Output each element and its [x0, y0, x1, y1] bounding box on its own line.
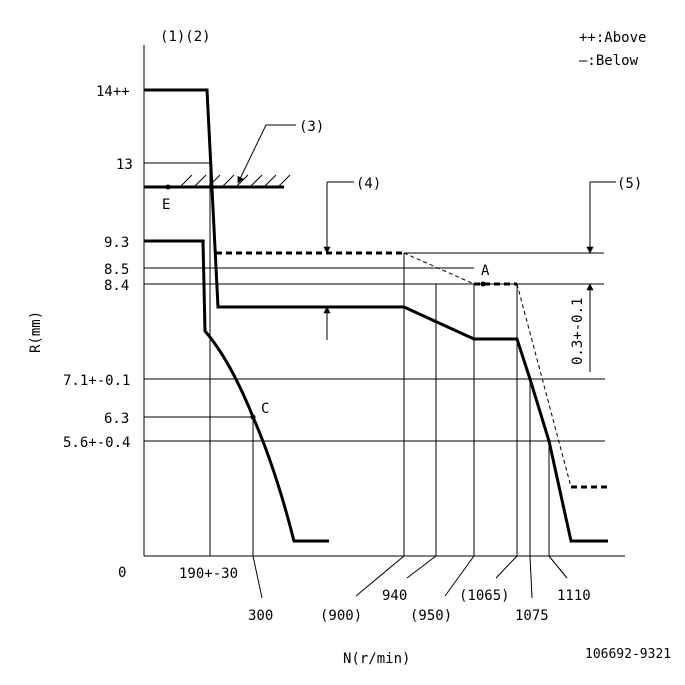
x-tick-1065: (1065)	[459, 588, 510, 604]
leader-950	[444, 555, 475, 597]
y-tick-56: 5.6+-0.4	[63, 435, 130, 451]
stopper-hatch	[179, 174, 291, 188]
header-markers: (1)(2)	[160, 29, 211, 45]
point-c-label: C	[261, 401, 269, 417]
y-tick-85: 8.5	[104, 262, 129, 278]
leader-940	[406, 555, 437, 579]
x-axis-label: N(r/min)	[343, 651, 410, 667]
x-tick-1110: 1110	[557, 588, 591, 604]
callout-3-arrow	[237, 124, 267, 184]
point-a-marker	[480, 281, 486, 287]
x-tick-950: (950)	[410, 608, 452, 624]
callout-4-label: (4)	[356, 176, 381, 192]
y-axis-label: R(mm)	[28, 311, 44, 353]
drawing-id: 106692-9321	[585, 647, 671, 662]
lower-curve	[144, 239, 329, 543]
callout-5-dimension: 0.3+-0.1	[570, 298, 586, 365]
y-tick-13: 13	[116, 157, 133, 173]
point-e-label: E	[162, 197, 170, 213]
point-a-label: A	[481, 263, 490, 279]
leader-1110	[548, 555, 568, 579]
leader-300	[252, 555, 263, 599]
y-tick-93: 9.3	[104, 235, 129, 251]
leader-1075	[529, 555, 533, 599]
point-e-marker	[165, 184, 171, 190]
callout-3-label: (3)	[299, 119, 324, 135]
upper-curve	[144, 88, 608, 543]
callout-5-label: (5)	[617, 176, 642, 192]
x-tick-900: (900)	[320, 608, 362, 624]
point-c-marker	[250, 414, 256, 420]
x-tick-190: 190+-30	[179, 566, 238, 582]
legend-above: ++:Above	[579, 30, 646, 46]
legend-below: —:Below	[579, 53, 639, 69]
leader-1065	[495, 555, 518, 579]
x-tick-940: 940	[382, 588, 407, 604]
upper-dashed-slope	[403, 252, 475, 285]
x-tick-300: 300	[248, 608, 273, 624]
upper-dashed-fall	[516, 283, 572, 488]
y-tick-84: 8.4	[104, 278, 129, 294]
y-tick-63: 6.3	[104, 411, 129, 427]
y-tick-71: 7.1+-0.1	[63, 373, 130, 389]
origin-label: 0	[118, 565, 126, 581]
x-tick-1075: 1075	[515, 608, 549, 624]
y-tick-14: 14++	[96, 84, 130, 100]
leader-900	[355, 555, 405, 597]
